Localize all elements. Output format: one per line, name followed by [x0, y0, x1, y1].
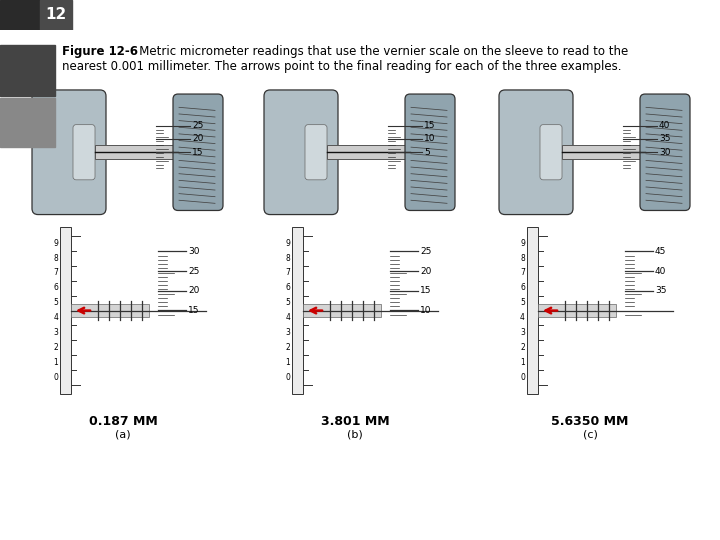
Text: ALWAYS LEARNING: ALWAYS LEARNING: [22, 511, 125, 521]
Text: 5: 5: [53, 298, 58, 307]
Text: 30: 30: [659, 148, 670, 157]
FancyBboxPatch shape: [540, 125, 562, 180]
Text: Figure 12-6: Figure 12-6: [62, 45, 138, 58]
Bar: [292, 227, 303, 394]
Text: 5: 5: [285, 298, 290, 307]
Text: 8: 8: [285, 254, 290, 262]
Text: Automotive Technology: Automotive Technology: [137, 508, 251, 517]
Text: MEASURING SYSTEMS AND TOOLS: MEASURING SYSTEMS AND TOOLS: [83, 8, 351, 22]
Text: 20: 20: [188, 286, 199, 295]
Text: 1: 1: [53, 358, 58, 367]
Text: 7: 7: [520, 268, 525, 278]
Text: 15: 15: [420, 286, 431, 295]
Text: 3: 3: [520, 328, 525, 337]
Bar: [0, 98, 55, 147]
Text: , Fifth Edition: , Fifth Edition: [248, 508, 312, 517]
FancyBboxPatch shape: [499, 90, 573, 214]
Text: 6: 6: [520, 284, 525, 292]
Text: 3.801 MM: 3.801 MM: [320, 415, 390, 428]
Bar: [527, 227, 538, 394]
Text: 25: 25: [192, 121, 203, 130]
Text: 6: 6: [53, 284, 58, 292]
Text: (b): (b): [347, 429, 363, 439]
Text: 15: 15: [424, 121, 436, 130]
Text: 2: 2: [521, 343, 525, 352]
FancyBboxPatch shape: [264, 90, 338, 214]
Bar: [0, 45, 55, 96]
Text: 20: 20: [420, 267, 431, 275]
Text: 9: 9: [53, 239, 58, 248]
Text: 35: 35: [655, 286, 667, 295]
Text: 1: 1: [521, 358, 525, 367]
FancyBboxPatch shape: [405, 94, 455, 211]
FancyBboxPatch shape: [305, 125, 327, 180]
Bar: [71, 305, 149, 316]
Text: 40: 40: [659, 121, 670, 130]
Text: 15: 15: [188, 306, 199, 315]
Text: 4: 4: [285, 313, 290, 322]
Bar: [40, 0, 72, 30]
Text: 2: 2: [53, 343, 58, 352]
Text: nearest 0.001 millimeter. The arrows point to the final reading for each of the : nearest 0.001 millimeter. The arrows poi…: [62, 60, 621, 73]
Text: 5: 5: [520, 298, 525, 307]
Text: 8: 8: [521, 254, 525, 262]
Text: 5.6350 MM: 5.6350 MM: [552, 415, 629, 428]
Text: James Halderman: James Halderman: [137, 523, 223, 533]
FancyBboxPatch shape: [32, 90, 106, 214]
Text: 9: 9: [285, 239, 290, 248]
Text: 15: 15: [192, 148, 204, 157]
Text: 9: 9: [520, 239, 525, 248]
Text: 4: 4: [520, 313, 525, 322]
Bar: [0, 0, 40, 30]
Text: 35: 35: [659, 134, 670, 144]
Text: 7: 7: [53, 268, 58, 278]
Text: 3: 3: [53, 328, 58, 337]
Text: PEARSON: PEARSON: [602, 511, 698, 529]
Text: (c): (c): [582, 429, 598, 439]
Text: 0: 0: [520, 373, 525, 382]
Text: Metric micrometer readings that use the vernier scale on the sleeve to read to t: Metric micrometer readings that use the …: [128, 45, 629, 58]
Text: 2: 2: [285, 343, 290, 352]
Text: 0.187 MM: 0.187 MM: [89, 415, 158, 428]
Bar: [303, 305, 381, 316]
Bar: [60, 227, 71, 394]
Bar: [562, 145, 644, 159]
Bar: [95, 145, 177, 159]
Text: (a): (a): [115, 429, 131, 439]
Text: 20: 20: [192, 134, 203, 144]
Text: 3: 3: [285, 328, 290, 337]
Text: 7: 7: [285, 268, 290, 278]
Text: 5: 5: [424, 148, 430, 157]
Text: 10: 10: [424, 134, 436, 144]
Text: 45: 45: [655, 247, 667, 256]
Text: 25: 25: [188, 267, 199, 275]
Bar: [538, 305, 616, 316]
Text: 6: 6: [285, 284, 290, 292]
Text: 4: 4: [53, 313, 58, 322]
Bar: [327, 145, 409, 159]
Text: 30: 30: [188, 247, 199, 256]
FancyBboxPatch shape: [640, 94, 690, 211]
FancyBboxPatch shape: [173, 94, 223, 211]
Text: 0: 0: [285, 373, 290, 382]
Text: 25: 25: [420, 247, 431, 256]
Text: 12: 12: [45, 8, 67, 22]
FancyBboxPatch shape: [73, 125, 95, 180]
Text: 0: 0: [53, 373, 58, 382]
Text: 40: 40: [655, 267, 667, 275]
Text: 1: 1: [285, 358, 290, 367]
Text: 10: 10: [420, 306, 431, 315]
Text: 8: 8: [53, 254, 58, 262]
